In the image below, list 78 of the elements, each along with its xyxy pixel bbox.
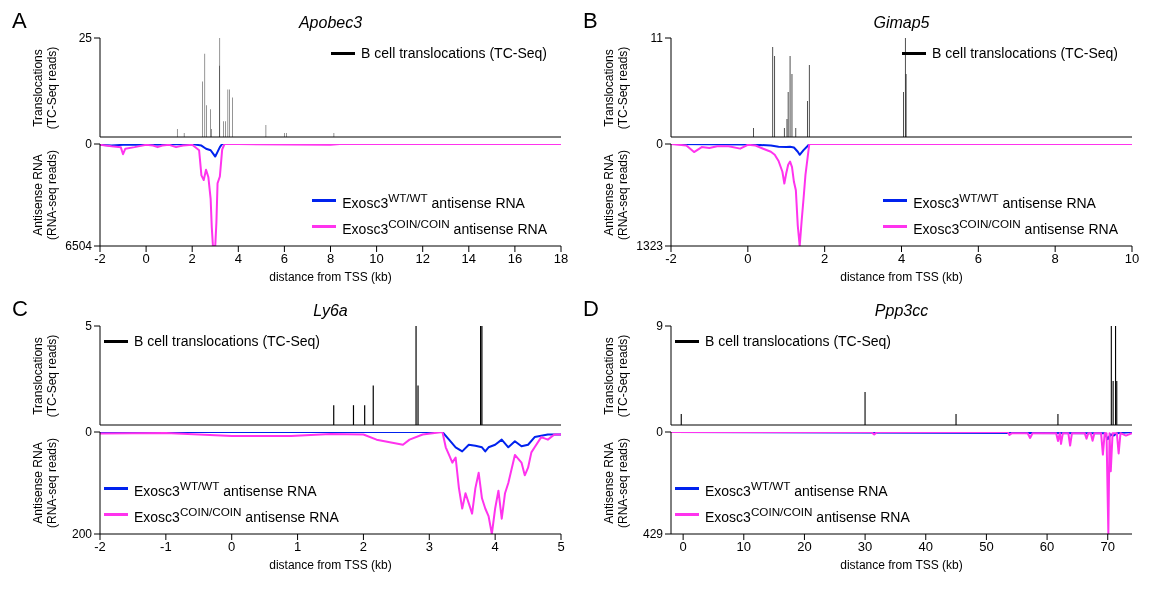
x-tick-label: 0 <box>142 251 150 267</box>
x-tick-label: 0 <box>679 539 687 555</box>
y-axis-title: Translocations (TC-Seq reads) <box>602 333 630 419</box>
x-tick-label: 6 <box>974 251 982 267</box>
legend-label: Exosc3$^{COIN/COIN}$ antisense RNA <box>134 504 339 527</box>
x-tick-label: 8 <box>326 251 335 267</box>
x-tick-label: 16 <box>507 251 523 267</box>
legend-label: B cell translocations (TC-Seq) <box>134 332 320 351</box>
y-tick-label: 429 <box>642 527 664 542</box>
legend-label: B cell translocations (TC-Seq) <box>932 44 1118 63</box>
legend-label: Exosc3$^{WT/WT}$ antisense RNA <box>913 189 1096 213</box>
x-tick-label: 5 <box>557 539 565 555</box>
y-axis-title: Antisense RNA (RNA-seq reads) <box>31 437 59 530</box>
x-tick-label: 4 <box>234 251 242 267</box>
y-tick-label: 5 <box>85 319 93 334</box>
x-tick-label: 10 <box>736 539 752 555</box>
x-tick-label: 0 <box>744 251 752 267</box>
x-tick-label: 50 <box>979 539 994 555</box>
x-tick-label: -1 <box>160 539 172 555</box>
legend-label: B cell translocations (TC-Seq) <box>361 44 547 63</box>
y-tick-label: 25 <box>78 31 93 46</box>
text: D <box>583 296 599 322</box>
y-tick-label: 11 <box>650 31 664 46</box>
x-tick-label: -2 <box>665 251 677 267</box>
x-tick-label: -2 <box>94 539 106 555</box>
chart-title: Ly6a <box>312 302 349 320</box>
x-axis-title: distance from TSS (kb) <box>839 558 964 572</box>
chart-title: Gimap5 <box>872 14 931 32</box>
y-tick-label: 1323 <box>636 239 664 254</box>
x-tick-label: 4 <box>897 251 906 267</box>
y-tick-label: 0 <box>85 425 93 440</box>
x-tick-label: 20 <box>797 539 812 555</box>
y-axis-title: Translocations (TC-Seq reads) <box>31 45 59 131</box>
x-tick-label: -2 <box>94 251 106 267</box>
x-tick-label: 14 <box>461 251 477 267</box>
x-tick-label: 60 <box>1039 539 1055 555</box>
y-tick-label: 200 <box>71 527 93 542</box>
y-tick-label: 0 <box>656 425 664 440</box>
legend-label: Exosc3$^{COIN/COIN}$ antisense RNA <box>913 216 1118 239</box>
x-axis-title: distance from TSS (kb) <box>268 558 393 572</box>
x-tick-label: 3 <box>425 539 433 555</box>
x-tick-label: 70 <box>1100 539 1115 555</box>
x-tick-label: 18 <box>553 251 569 267</box>
chart-title: Apobec3 <box>297 14 364 32</box>
text: C <box>12 296 28 322</box>
x-tick-label: 0 <box>228 539 236 555</box>
y-axis-title: Translocations (TC-Seq reads) <box>31 333 59 419</box>
chart-title: Ppp3cc <box>873 302 930 320</box>
legend-label: Exosc3$^{WT/WT}$ antisense RNA <box>342 189 525 213</box>
y-axis-title: Antisense RNA (RNA-seq reads) <box>602 149 630 242</box>
y-axis-title: Antisense RNA (RNA-seq reads) <box>602 437 630 530</box>
x-axis-title: distance from TSS (kb) <box>839 270 964 284</box>
y-tick-label: 6504 <box>65 239 93 254</box>
text: B <box>583 8 598 34</box>
legend-label: Exosc3$^{COIN/COIN}$ antisense RNA <box>705 504 910 527</box>
x-tick-label: 4 <box>491 539 499 555</box>
x-tick-label: 40 <box>918 539 933 555</box>
y-tick-label: 0 <box>656 137 664 152</box>
y-tick-label: 9 <box>656 319 664 334</box>
y-axis-title: Antisense RNA (RNA-seq reads) <box>31 149 59 242</box>
x-tick-label: 1 <box>293 539 302 555</box>
x-tick-label: 10 <box>1124 251 1140 267</box>
x-tick-label: 2 <box>821 251 829 267</box>
y-axis-title: Translocations (TC-Seq reads) <box>602 45 630 131</box>
x-tick-label: 6 <box>280 251 289 267</box>
x-tick-label: 2 <box>188 251 196 267</box>
x-tick-label: 2 <box>359 539 368 555</box>
x-tick-label: 10 <box>369 251 384 267</box>
legend-label: B cell translocations (TC-Seq) <box>705 332 891 351</box>
text: A <box>12 8 27 34</box>
x-axis-title: distance from TSS (kb) <box>268 270 393 284</box>
y-tick-label: 0 <box>85 137 93 152</box>
x-tick-label: 12 <box>415 251 430 267</box>
x-tick-label: 30 <box>857 539 873 555</box>
legend-label: Exosc3$^{WT/WT}$ antisense RNA <box>134 477 317 501</box>
legend-label: Exosc3$^{COIN/COIN}$ antisense RNA <box>342 216 547 239</box>
legend-label: Exosc3$^{WT/WT}$ antisense RNA <box>705 477 888 501</box>
x-tick-label: 8 <box>1051 251 1059 267</box>
